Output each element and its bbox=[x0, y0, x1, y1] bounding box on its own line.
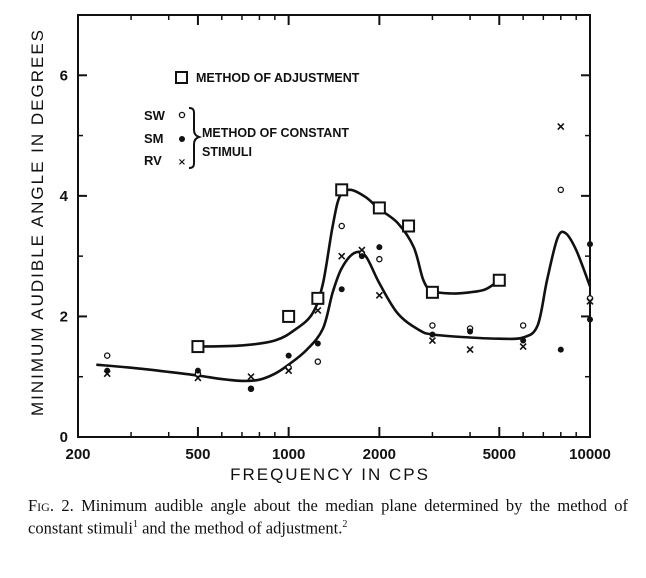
rv-point bbox=[194, 374, 202, 382]
legend-sw-label: SW bbox=[144, 108, 166, 123]
rv-point bbox=[428, 336, 436, 345]
rv-point-stroke bbox=[557, 122, 565, 131]
data-points bbox=[103, 122, 594, 393]
caption-text-1: Minimum audible angle about the median p… bbox=[28, 496, 628, 538]
x-tick-label: 1000 bbox=[272, 446, 305, 463]
legend: METHOD OF ADJUSTMENT SW SM RV × METHOD O… bbox=[144, 71, 360, 169]
legend-rv-label: RV bbox=[144, 153, 162, 168]
x-tick-label: 200 bbox=[65, 446, 90, 463]
sw-point bbox=[557, 186, 565, 194]
sw-point bbox=[519, 322, 527, 329]
rv-point bbox=[586, 297, 594, 305]
adjustment-point bbox=[191, 340, 205, 354]
sm-point bbox=[247, 385, 254, 392]
adjustment-point bbox=[402, 219, 416, 233]
rv-point bbox=[358, 246, 366, 254]
x-tick-label: 5000 bbox=[483, 446, 516, 463]
legend-constant-label-2: STIMULI bbox=[202, 145, 252, 159]
rv-point-stroke bbox=[428, 336, 436, 345]
rv-point bbox=[103, 370, 111, 378]
sw-point bbox=[338, 222, 345, 230]
y-ticks: 0 2 4 6 bbox=[60, 14, 590, 446]
rv-point bbox=[338, 252, 346, 260]
chart: 0 2 4 6 200 500 1000 2000 5000 10000 FREQUENCY I… bbox=[28, 14, 611, 484]
sm-point bbox=[587, 316, 593, 323]
rv-point-stroke bbox=[358, 246, 366, 254]
rv-point-stroke bbox=[103, 370, 111, 378]
sm-point bbox=[194, 367, 201, 374]
legend-square-marker bbox=[175, 71, 188, 84]
rv-point bbox=[519, 343, 527, 351]
rv-point bbox=[314, 306, 322, 314]
fitted-curves bbox=[96, 188, 592, 383]
plot-axes bbox=[77, 14, 591, 438]
y-tick-label: 2 bbox=[60, 308, 68, 325]
rv-point bbox=[375, 291, 383, 299]
x-tick-label: 10000 bbox=[569, 446, 611, 463]
rv-point-stroke bbox=[519, 343, 527, 351]
sm-point bbox=[429, 331, 436, 338]
rv-point bbox=[285, 367, 293, 375]
legend-constant-label-1: METHOD OF CONSTANT bbox=[202, 126, 349, 140]
x-tick-label: 500 bbox=[185, 446, 210, 463]
sw-point bbox=[376, 255, 383, 263]
y-axis-label: MINIMUM AUDIBLE ANGLE IN DEGREES bbox=[28, 28, 47, 416]
rv-point-stroke bbox=[247, 373, 255, 381]
sm-point bbox=[520, 337, 527, 344]
sw-point bbox=[314, 358, 322, 365]
caption-fig-label: Fig. 2. bbox=[28, 496, 74, 515]
adjustment-point bbox=[372, 201, 386, 215]
legend-rv-marker: × bbox=[178, 157, 186, 168]
rv-point-stroke bbox=[466, 346, 474, 354]
sm-point bbox=[285, 352, 292, 359]
rv-point bbox=[466, 346, 474, 354]
x-axis-label: FREQUENCY IN CPS bbox=[230, 465, 430, 484]
plot-frame bbox=[77, 14, 591, 438]
rv-point-stroke bbox=[586, 297, 594, 305]
rv-point-stroke bbox=[194, 374, 202, 382]
sm-point bbox=[587, 241, 593, 248]
y-tick-label: 0 bbox=[60, 429, 68, 446]
rv-point bbox=[557, 122, 565, 131]
legend-sm-marker bbox=[179, 136, 185, 142]
sw-point bbox=[103, 352, 111, 359]
legend-brace bbox=[188, 107, 203, 169]
sm-point bbox=[557, 346, 564, 353]
legend-adjustment-label: METHOD OF ADJUSTMENT bbox=[196, 71, 360, 85]
rv-point bbox=[247, 373, 255, 381]
legend-sw-marker bbox=[178, 111, 186, 119]
caption-ref-1: 1 bbox=[132, 519, 138, 530]
sw-point bbox=[429, 322, 436, 329]
sm-point bbox=[338, 286, 345, 293]
caption-text-2: and the method of adjustment. bbox=[137, 518, 343, 538]
adjustment-point bbox=[311, 291, 325, 305]
x-tick-label: 2000 bbox=[363, 446, 396, 463]
y-tick-label: 6 bbox=[60, 67, 68, 84]
sm-point bbox=[314, 340, 321, 347]
sm-point bbox=[376, 244, 383, 251]
figure-caption: Fig. 2. Minimum audible angle about the … bbox=[28, 496, 628, 538]
x-ticks: 200 500 1000 2000 5000 10000 bbox=[65, 15, 611, 463]
sm-point bbox=[467, 328, 474, 335]
sm-point bbox=[358, 253, 365, 260]
legend-sm-label: SM bbox=[144, 131, 164, 146]
adjustment-point bbox=[282, 309, 296, 323]
adjustment-point bbox=[335, 183, 349, 197]
y-tick-label: 4 bbox=[60, 188, 69, 205]
rv-point-stroke bbox=[285, 367, 293, 375]
rv-point-stroke bbox=[314, 306, 322, 314]
rv-point-stroke bbox=[375, 291, 383, 299]
caption-ref-2: 2 bbox=[342, 519, 348, 530]
rv-point-stroke bbox=[338, 252, 346, 260]
adjustment-point bbox=[425, 285, 439, 299]
adjustment-point bbox=[492, 273, 506, 287]
fit-curve bbox=[197, 188, 501, 348]
